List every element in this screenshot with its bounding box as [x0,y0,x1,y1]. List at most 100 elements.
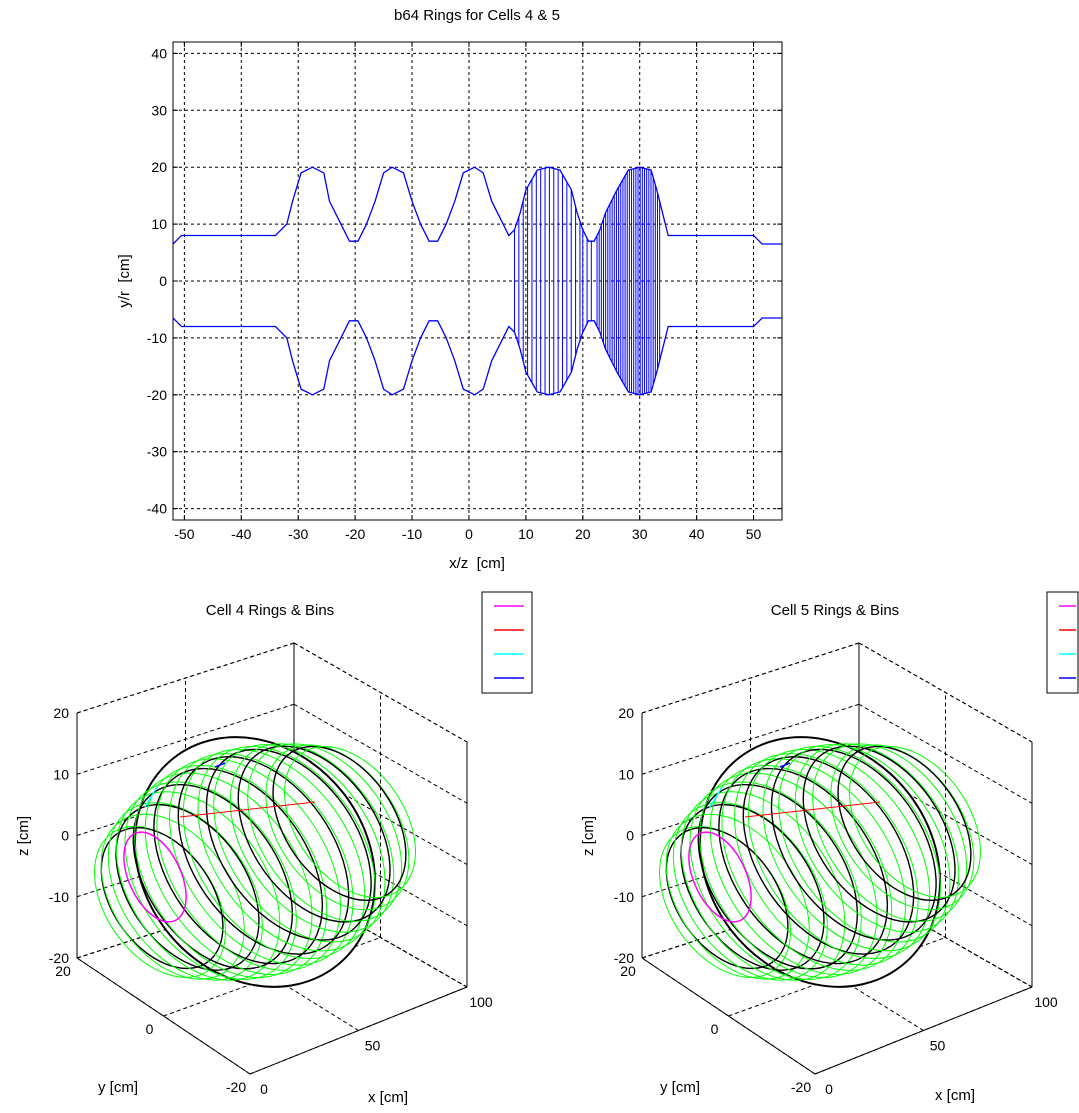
legend-box [481,591,533,694]
bin-ring [213,744,386,943]
y-gridline [814,986,1033,1075]
x-gridline [293,887,468,988]
y-tick-label: 0 [711,1021,719,1037]
x-tick-label: 0 [465,526,473,542]
legend-box [1046,591,1079,694]
z-tick-label: 20 [618,705,634,721]
bin-ring [849,746,981,898]
axis-trace [179,801,316,818]
y-tick-label: -10 [147,330,167,346]
z-tick-label: 0 [61,828,69,844]
x-tick-label: 100 [1034,994,1058,1010]
x-tick-label: 100 [469,994,493,1010]
trace-blue [214,762,226,768]
cell5-3d-panel: Cell 5 Rings & Bins -20 -10 0 10 20 0 50 100 20 0… [580,591,1079,1104]
top-chart-ylabel: y/r [cm] [116,254,133,307]
x-gridline [858,887,1033,988]
y-tick-label: 30 [151,102,167,118]
z-tick-label: -10 [614,889,634,905]
endcap-ring [123,831,187,923]
x-tick-label: -30 [288,526,308,542]
cell-ring [718,767,889,965]
axis-trace [744,801,881,818]
lower-profile-line [172,317,782,396]
z-tick-label: 10 [618,766,634,782]
x-tick-label: 50 [365,1038,381,1054]
cell-ring [837,745,972,902]
bin-ring [762,745,941,952]
y-tick-label: 0 [146,1021,154,1037]
upper-profile-line [172,166,782,245]
z-tick-label: 0 [626,828,634,844]
cell-ring [272,745,407,902]
y-tick-label: -40 [147,501,167,517]
top-chart-ticks: -50 -40 -30 -20 -10 0 10 20 30 40 50 -40 -30 -20 -10 0 1… [147,42,782,542]
cell4-3d-panel: Cell 4 Rings & Bins -20 -10 0 10 20 0 50 100 20 0… [15,591,533,1106]
endcap-ring [688,831,752,923]
z-gridline [293,826,468,927]
top-chart-axes-box [172,41,783,521]
cell4-title: Cell 4 Rings & Bins [206,602,334,619]
bin-ring [107,802,263,981]
z-gridline [858,826,1033,927]
bin-ring [156,758,341,971]
bin-ring [134,772,313,979]
bin-ring [124,781,297,980]
bin-ring [830,744,975,911]
bin-ring [672,802,828,981]
x-tick-label: 50 [746,526,762,542]
y-tick-label: -20 [226,1079,246,1095]
cell5-xlabel: x [cm] [935,1087,975,1104]
x-tick-label: 10 [518,526,534,542]
z-tick-label: -10 [49,889,69,905]
cell4-ylabel: y [cm] [98,1079,138,1096]
x-tick-label: 20 [575,526,591,542]
bin-ring [247,743,403,922]
x-tick-label: -10 [402,526,422,542]
x-tick-label: -20 [345,526,365,542]
z-tick-label: 10 [53,766,69,782]
bin-ring [721,758,906,971]
trace-cyan [144,786,158,808]
bin-ring [197,745,376,952]
trace-cyan [709,786,723,808]
bin-ring [699,772,878,979]
bin-ring [265,744,410,911]
cell4-mesh [94,736,416,988]
y-gridline [249,986,468,1075]
cell4-xlabel: x [cm] [368,1089,408,1106]
top-chart-title: b64 Rings for Cells 4 & 5 [394,7,560,24]
cell5-ticks: -20 -10 0 10 20 0 50 100 20 0 -20 [614,705,1058,1097]
trace-blue [779,762,791,768]
z-tick-label: -20 [614,950,634,966]
bin-ring [778,744,951,943]
bin-ring [689,781,862,980]
bin-ring [812,743,968,922]
x-tick-label: -50 [174,526,194,542]
y-tick-label: 40 [151,45,167,61]
x-tick-label: -40 [231,526,251,542]
y-tick-label: -20 [791,1079,811,1095]
x-tick-label: 0 [260,1081,268,1097]
cell4-ticks: -20 -10 0 10 20 0 50 100 20 0 -20 [49,705,493,1097]
cell-ring [802,745,956,923]
top-chart: b64 Rings for Cells 4 & 5 -50 -40 -30 -20 -1… [116,7,783,572]
y-tick-label: 20 [151,159,167,175]
cell5-legend [1046,591,1079,694]
top-chart-grid [173,42,782,520]
x-tick-label: 40 [689,526,705,542]
bin-ring [747,748,931,960]
bin-ring [794,743,960,933]
x-tick-label: 50 [930,1038,946,1054]
cell-ring [153,767,324,965]
z-gridline [641,642,860,714]
x-tick-label: 0 [825,1081,833,1097]
z-gridline [293,642,468,743]
cell5-title: Cell 5 Rings & Bins [771,602,899,619]
y-tick-label: -20 [147,387,167,403]
y-tick-label: 20 [55,963,71,979]
bin-ring [182,748,366,960]
cell-ring [237,745,391,923]
z-gridline [858,642,1033,743]
